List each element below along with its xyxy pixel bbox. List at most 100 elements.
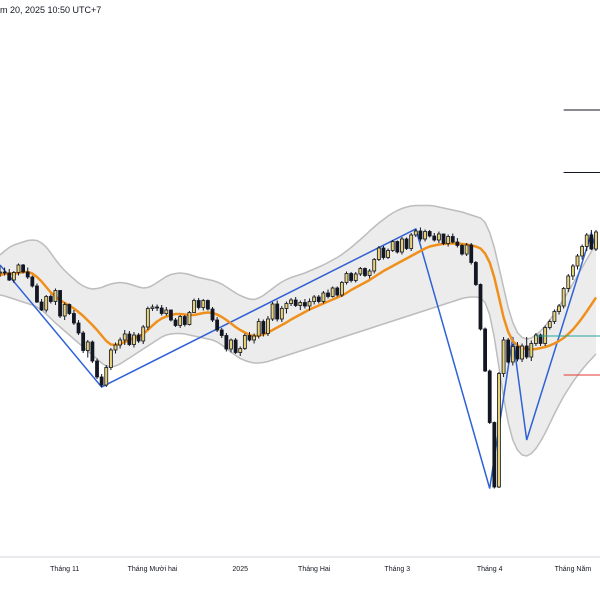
candle-body-up [566, 275, 571, 289]
candle-body-down [95, 360, 99, 378]
candle [238, 346, 243, 356]
candle [584, 233, 589, 251]
candle-body-up [570, 265, 575, 277]
candle-body-up [584, 234, 589, 247]
candle [307, 298, 312, 311]
candle-body-down [90, 341, 95, 362]
candle [395, 240, 400, 254]
candle-body-up [187, 312, 192, 325]
candle [594, 230, 598, 251]
zigzag-line [0, 227, 597, 489]
candle-body-down [303, 302, 307, 307]
candle [326, 289, 330, 299]
candle-body-up [307, 301, 312, 307]
candle-body-up [534, 334, 538, 344]
chart-timestamp: m 20, 2025 10:50 UTC+7 [0, 5, 102, 15]
moving-average-line [0, 242, 598, 351]
candle-body-down [210, 308, 215, 321]
candle-body-up [270, 303, 275, 320]
candle-body-up [358, 268, 363, 275]
candle-body-down [524, 345, 529, 358]
candle [529, 340, 534, 361]
candle [270, 302, 275, 321]
candle-body-up [594, 231, 598, 250]
candle-body-down [483, 328, 488, 372]
candle-body-up [108, 349, 113, 368]
candle [53, 288, 58, 305]
candle [386, 248, 390, 259]
candle [381, 246, 386, 260]
candle [155, 304, 159, 311]
candle-body-down [48, 296, 53, 302]
candle-body-down [224, 335, 229, 350]
candle [497, 372, 501, 488]
candle [432, 233, 437, 242]
candle [316, 295, 321, 304]
candle [95, 358, 99, 379]
candle-body-down [455, 241, 460, 246]
candle-body-up [104, 367, 109, 386]
candle [25, 267, 30, 279]
candle [483, 327, 488, 372]
candle [196, 298, 201, 310]
candle [16, 263, 21, 276]
candle [423, 229, 427, 242]
candle-body-down [506, 339, 511, 363]
candle-body-up [298, 302, 303, 306]
candle-body-up [390, 241, 395, 251]
candle-body-down [219, 329, 224, 336]
candle-body-down [155, 306, 159, 309]
candle [113, 342, 118, 354]
candle-body-down [492, 422, 497, 488]
candle [363, 267, 367, 277]
candle-body-up [386, 250, 390, 258]
candle-body-up [344, 273, 349, 283]
candle-body-down [469, 244, 474, 263]
candle-body-up [118, 339, 123, 346]
candle-body-down [30, 276, 35, 287]
candle [312, 295, 317, 305]
candle-body-down [67, 304, 72, 314]
candle-body-up [413, 230, 418, 236]
candle [219, 328, 224, 338]
candle [108, 348, 113, 370]
candle-body-down [261, 321, 266, 334]
candle-body-up [145, 308, 150, 328]
candle [81, 331, 86, 353]
candle-body-down [159, 307, 164, 314]
candle-body-up [122, 333, 127, 341]
candle [132, 332, 136, 348]
candle-body-down [173, 319, 178, 326]
candle-body-up [201, 300, 206, 308]
candle [118, 337, 123, 349]
candle-body-down [589, 234, 594, 250]
candle-body-up [510, 346, 515, 363]
candle [178, 315, 183, 328]
candle-body-up [53, 290, 58, 302]
candle-body-up [0, 271, 2, 274]
candle [478, 283, 483, 331]
candle-body-up [372, 259, 377, 272]
candle [229, 338, 233, 353]
candle [501, 337, 506, 377]
candle [141, 325, 146, 344]
x-tick-label: Tháng 11 [50, 566, 79, 573]
candle-body-up [252, 335, 257, 341]
zigzag-layer [0, 227, 597, 489]
candle [552, 309, 557, 324]
candle-body-down [182, 316, 187, 325]
candle-body-down [72, 313, 76, 324]
candle-body-down [233, 339, 238, 353]
candle [150, 304, 155, 311]
candle-body-up [279, 308, 284, 320]
candle [344, 271, 349, 285]
candle-body-up [557, 305, 561, 312]
candle [99, 374, 104, 387]
candle [266, 316, 270, 336]
candle [62, 302, 67, 320]
candle-body-up [289, 299, 293, 304]
candle [21, 264, 26, 274]
candle-body-down [205, 300, 210, 310]
